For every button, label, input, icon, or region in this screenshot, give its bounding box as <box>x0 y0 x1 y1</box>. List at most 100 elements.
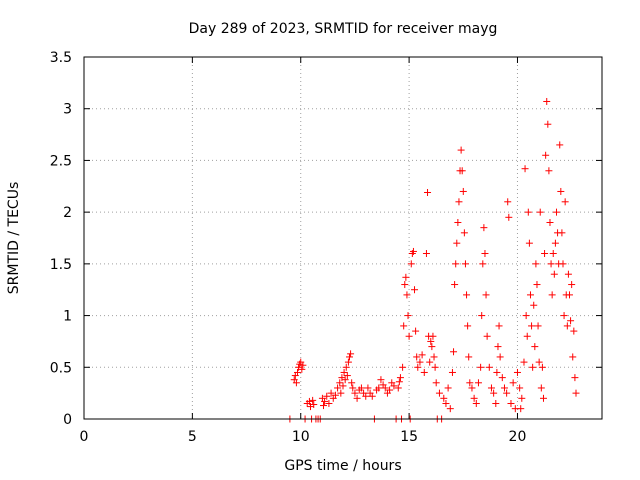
data-point <box>409 247 417 255</box>
data-point <box>334 384 342 392</box>
chart-title: Day 289 of 2023, SRMTID for receiver may… <box>189 21 498 37</box>
data-point <box>495 322 503 330</box>
data-point <box>563 322 571 330</box>
data-point <box>569 353 577 361</box>
data-point <box>463 291 471 299</box>
data-point <box>543 97 551 105</box>
data-point <box>532 260 540 268</box>
data-point <box>377 376 385 384</box>
data-point <box>496 353 504 361</box>
data-point <box>364 384 372 392</box>
x-tick-label: 20 <box>509 429 527 445</box>
x-tick-label: 0 <box>80 429 89 445</box>
x-tick-label: 15 <box>400 429 418 445</box>
data-point <box>454 218 462 226</box>
data-point <box>525 239 533 247</box>
data-point <box>500 384 508 392</box>
data-point <box>440 394 448 402</box>
data-point <box>386 386 394 394</box>
data-point <box>428 343 436 351</box>
data-point <box>530 301 538 309</box>
data-point <box>529 363 537 371</box>
data-point <box>426 358 434 366</box>
data-point <box>339 382 347 390</box>
y-axis-label: SRMTID / TECUs <box>6 182 22 295</box>
data-point <box>341 376 349 384</box>
data-point <box>402 273 410 281</box>
data-point <box>457 146 465 154</box>
data-point <box>420 368 428 376</box>
data-point <box>513 368 521 376</box>
data-point <box>550 270 558 278</box>
data-point <box>507 399 515 407</box>
data-point <box>455 198 463 206</box>
data-point <box>492 399 500 407</box>
data-point <box>321 397 329 405</box>
data-point <box>458 167 466 175</box>
data-point <box>429 332 437 340</box>
data-point <box>478 312 486 320</box>
data-point <box>503 389 511 397</box>
data-point <box>414 363 422 371</box>
data-point <box>427 337 435 345</box>
data-point <box>570 327 578 335</box>
data-point <box>416 358 424 366</box>
data-point <box>565 291 573 299</box>
data-point <box>482 291 490 299</box>
data-point <box>518 394 526 402</box>
data-point <box>362 392 370 400</box>
data-point <box>309 396 317 404</box>
data-point <box>539 394 547 402</box>
data-point <box>390 382 398 390</box>
data-point <box>299 361 307 369</box>
data-point <box>310 401 318 409</box>
y-tick-label: 1 <box>63 309 72 325</box>
data-point <box>485 363 493 371</box>
data-point <box>430 353 438 361</box>
x-tick-label: 10 <box>292 429 310 445</box>
data-point <box>401 281 409 289</box>
data-point <box>533 281 541 289</box>
data-point <box>498 374 506 382</box>
data-point <box>521 165 529 173</box>
data-point <box>464 322 472 330</box>
data-point <box>542 151 550 159</box>
data-point <box>453 239 461 247</box>
data-point <box>444 384 452 392</box>
data-point <box>396 374 404 382</box>
data-point <box>347 350 355 358</box>
y-tick-label: 2.5 <box>50 153 72 169</box>
data-point <box>523 332 531 340</box>
data-point <box>490 389 498 397</box>
data-point <box>483 332 491 340</box>
grid <box>84 57 602 419</box>
data-point <box>567 317 575 325</box>
data-point <box>461 260 469 268</box>
data-point <box>395 378 403 386</box>
data-point <box>564 270 572 278</box>
plot-frame <box>83 56 603 420</box>
data-point <box>404 312 412 320</box>
data-point <box>432 379 440 387</box>
data-point <box>474 379 482 387</box>
data-point <box>558 229 566 237</box>
data-point <box>422 250 430 258</box>
data-point <box>331 391 339 399</box>
data-point <box>505 213 513 221</box>
data-point <box>344 358 352 366</box>
y-tick-label: 2 <box>63 205 72 221</box>
data-point <box>522 312 530 320</box>
data-point <box>531 343 539 351</box>
data-point <box>551 239 559 247</box>
data-point <box>465 353 473 361</box>
y-tick-label: 0 <box>63 412 72 428</box>
data-point <box>412 327 420 335</box>
data-point <box>411 286 419 294</box>
data-point <box>516 384 524 392</box>
data-point <box>480 224 488 232</box>
data-point <box>292 379 300 387</box>
data-point <box>524 208 532 216</box>
data-point <box>517 405 525 413</box>
data-point <box>528 322 536 330</box>
